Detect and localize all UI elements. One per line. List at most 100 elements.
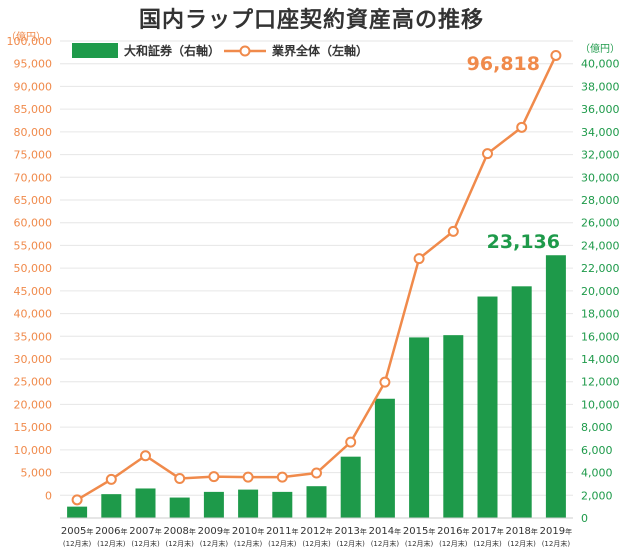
x-tick-label: 2007年 bbox=[129, 526, 161, 537]
right-axis-unit: （億円） bbox=[580, 42, 620, 55]
left-tick-label: 80,000 bbox=[14, 126, 53, 139]
bar bbox=[67, 506, 88, 518]
x-tick-sublabel: (12月末) bbox=[97, 539, 126, 548]
bar bbox=[340, 456, 361, 518]
right-tick-label: 8,000 bbox=[581, 421, 613, 434]
bar bbox=[101, 494, 122, 518]
right-tick-label: 2,000 bbox=[581, 489, 613, 502]
left-tick-label: 95,000 bbox=[14, 58, 53, 71]
x-tick-label: 2011年 bbox=[266, 526, 298, 537]
left-tick-label: 70,000 bbox=[14, 171, 53, 184]
x-tick-sublabel: (12月末) bbox=[337, 539, 366, 548]
x-tick-sublabel: (12月末) bbox=[508, 539, 537, 548]
line-point bbox=[516, 121, 528, 133]
line-series bbox=[71, 49, 562, 506]
x-tick-label: 2010年 bbox=[232, 526, 264, 537]
x-tick-label: 2018年 bbox=[505, 526, 537, 537]
annotations: 96,818 23,136 bbox=[467, 53, 560, 253]
right-tick-label: 32,000 bbox=[581, 149, 620, 162]
x-tick-label: 2013年 bbox=[334, 526, 366, 537]
bar bbox=[169, 497, 190, 518]
x-tick-sublabel: (12月末) bbox=[542, 539, 571, 548]
x-tick-sublabel: (12月末) bbox=[131, 539, 160, 548]
x-tick-label: 2008年 bbox=[163, 526, 195, 537]
legend: 大和証券（右軸） 業界全体（左軸） bbox=[72, 43, 368, 58]
right-tick-label: 20,000 bbox=[581, 285, 620, 298]
line-point bbox=[208, 471, 220, 483]
left-tick-label: 5,000 bbox=[21, 467, 53, 480]
left-tick-label: 0 bbox=[45, 489, 52, 502]
bar bbox=[272, 491, 293, 518]
right-tick-label: 4,000 bbox=[581, 467, 613, 480]
legend-line-label: 業界全体（左軸） bbox=[271, 43, 368, 58]
line-point bbox=[379, 376, 391, 388]
right-axis: 40,000 38,000 36,000 34,000 32,000 30,000 28,0… bbox=[580, 42, 620, 525]
x-tick-label: 2009年 bbox=[198, 526, 230, 537]
legend-bar-swatch bbox=[72, 43, 118, 58]
bar bbox=[374, 398, 395, 518]
left-tick-label: 65,000 bbox=[14, 194, 53, 207]
line-last-value-label: 96,818 bbox=[467, 53, 540, 75]
bar bbox=[409, 337, 430, 518]
left-tick-label: 100,000 bbox=[7, 35, 53, 48]
right-tick-label: 10,000 bbox=[581, 398, 620, 411]
left-tick-label: 40,000 bbox=[14, 308, 53, 321]
chart-title: 国内ラップ口座契約資産高の推移 bbox=[138, 8, 484, 33]
right-tick-label: 18,000 bbox=[581, 308, 620, 321]
right-tick-label: 30,000 bbox=[581, 171, 620, 184]
line-point bbox=[482, 148, 493, 160]
right-tick-label: 38,000 bbox=[581, 80, 620, 93]
x-tick-label: 2016年 bbox=[437, 526, 469, 537]
x-axis: 2005年(12月末)2006年(12月末)2007年(12月末)2008年(1… bbox=[60, 517, 573, 548]
right-tick-label: 24,000 bbox=[581, 239, 620, 252]
line-point bbox=[413, 253, 425, 265]
left-tick-label: 15,000 bbox=[14, 421, 53, 434]
line-point bbox=[105, 473, 117, 485]
bar bbox=[511, 286, 532, 518]
line-point bbox=[550, 49, 562, 61]
left-axis-unit: （億円） bbox=[6, 30, 46, 43]
right-tick-label: 14,000 bbox=[581, 353, 620, 366]
x-tick-sublabel: (12月末) bbox=[63, 539, 92, 548]
left-tick-label: 20,000 bbox=[14, 398, 53, 411]
left-tick-label: 35,000 bbox=[14, 330, 53, 343]
bar bbox=[203, 491, 224, 518]
line-point bbox=[71, 494, 83, 506]
left-tick-label: 85,000 bbox=[14, 103, 53, 116]
bar bbox=[545, 255, 566, 518]
x-tick-sublabel: (12月末) bbox=[234, 539, 263, 548]
x-tick-sublabel: (12月末) bbox=[473, 539, 502, 548]
x-tick-label: 2006年 bbox=[95, 526, 127, 537]
x-tick-label: 2015年 bbox=[403, 526, 435, 537]
left-tick-label: 60,000 bbox=[14, 217, 53, 230]
bar bbox=[306, 486, 327, 518]
bar-last-value-label: 23,136 bbox=[487, 231, 560, 253]
bar bbox=[443, 335, 464, 518]
right-tick-label: 40,000 bbox=[581, 58, 620, 71]
line-point bbox=[311, 467, 322, 479]
right-tick-label: 28,000 bbox=[581, 194, 620, 207]
x-tick-sublabel: (12月末) bbox=[200, 539, 229, 548]
right-tick-label: 36,000 bbox=[581, 103, 620, 116]
line-point bbox=[276, 471, 288, 483]
line-point bbox=[140, 450, 151, 462]
x-tick-label: 2005年 bbox=[61, 526, 93, 537]
right-tick-label: 16,000 bbox=[581, 330, 620, 343]
line-point bbox=[242, 471, 254, 483]
bar-series bbox=[67, 255, 566, 518]
left-tick-label: 25,000 bbox=[14, 376, 53, 389]
left-tick-label: 45,000 bbox=[14, 285, 53, 298]
left-tick-label: 30,000 bbox=[14, 353, 53, 366]
left-tick-label: 50,000 bbox=[14, 262, 53, 275]
x-tick-sublabel: (12月末) bbox=[439, 539, 468, 548]
x-tick-sublabel: (12月末) bbox=[371, 539, 400, 548]
right-tick-label: 26,000 bbox=[581, 217, 620, 230]
left-tick-label: 10,000 bbox=[14, 444, 53, 457]
x-tick-label: 2012年 bbox=[300, 526, 332, 537]
right-tick-label: 12,000 bbox=[581, 376, 620, 389]
line-point bbox=[447, 225, 459, 237]
right-tick-label: 22,000 bbox=[581, 262, 620, 275]
x-tick-sublabel: (12月末) bbox=[166, 539, 195, 548]
right-tick-label: 6,000 bbox=[581, 444, 613, 457]
